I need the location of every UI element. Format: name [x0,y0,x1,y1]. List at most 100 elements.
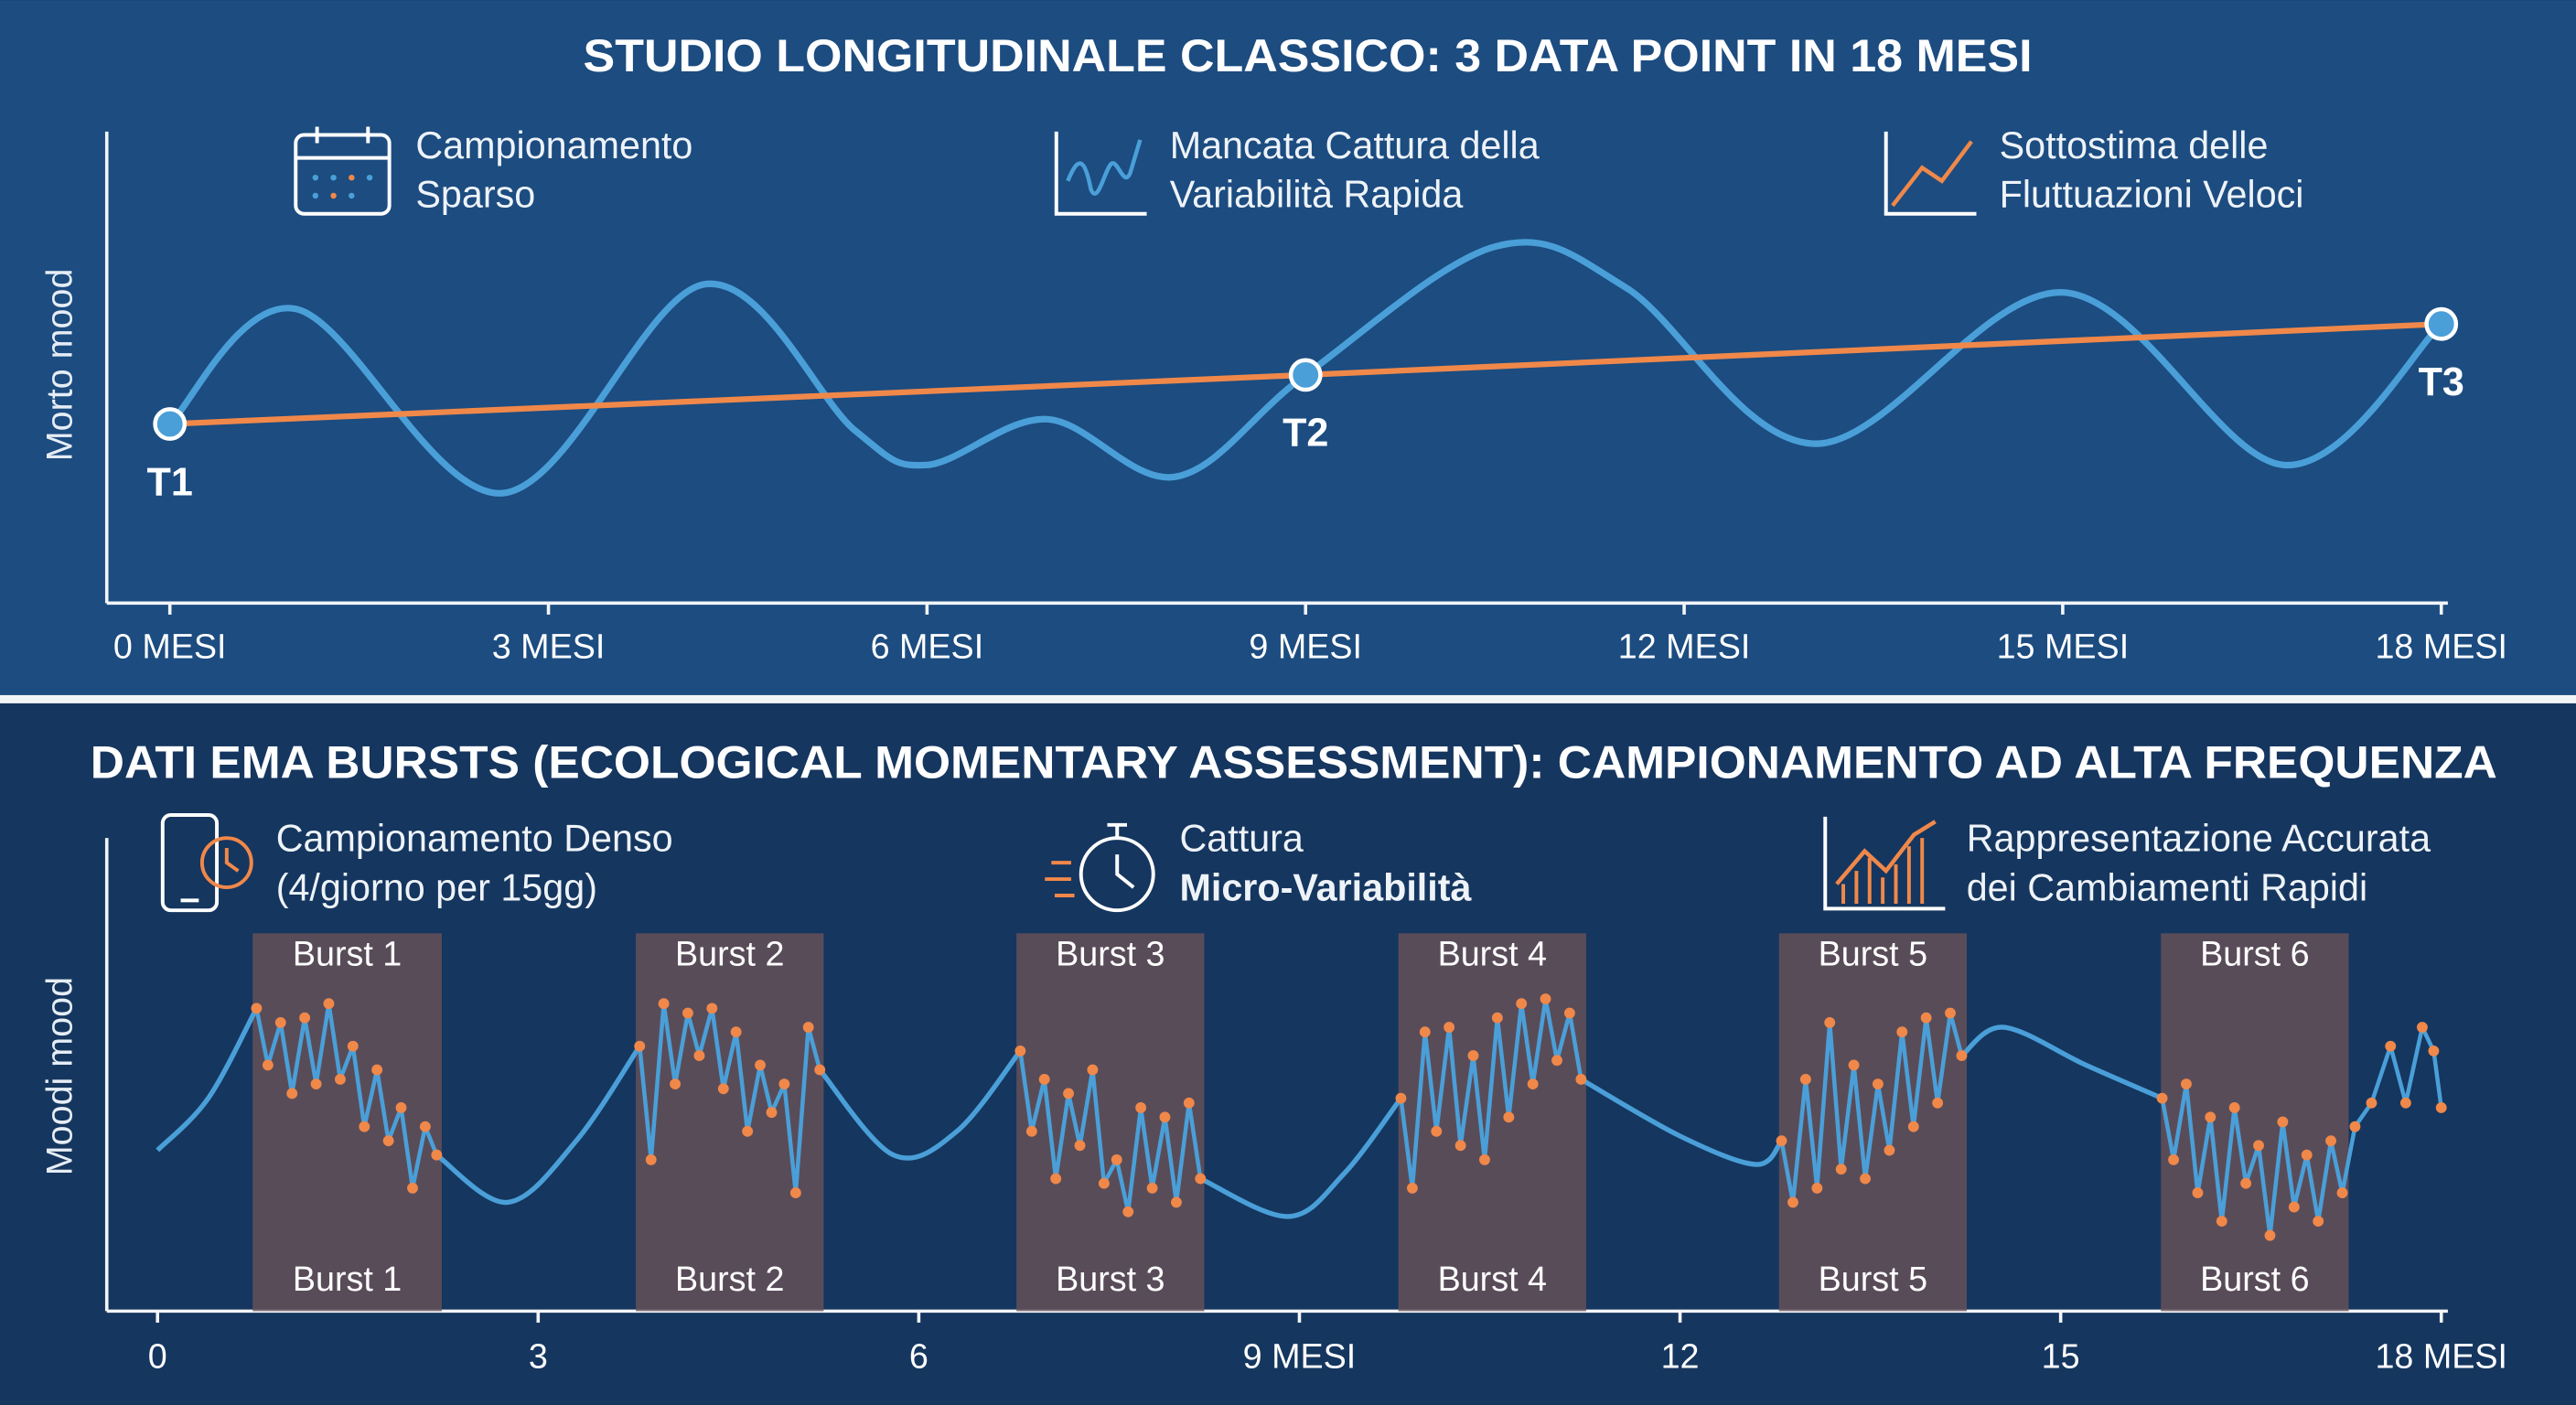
burst-line [1399,996,1583,1191]
sample-dot [1799,1074,1811,1085]
feature-text: Cattura [1179,818,1303,860]
sample-dot [706,1003,718,1014]
time-point-label: T2 [1283,412,1328,456]
sample-dot [1896,1026,1908,1038]
sample-dot [1540,993,1551,1004]
burst-line [1018,1050,1203,1215]
sample-dot [814,1064,826,1076]
chart-title: STUDIO LONGITUDINALE CLASSICO: 3 DATA PO… [584,29,2033,81]
sample-dot [2253,1140,2264,1152]
trend-curve [156,1007,259,1153]
burst-line [638,1001,822,1196]
sample-dot [2417,1022,2428,1033]
sample-dot [2156,1092,2168,1104]
sample-dot [1135,1102,1147,1113]
sample-dot [2435,1102,2447,1113]
sample-dot [1491,1012,1503,1024]
x-tick-label: 15 MESI [1997,627,2130,666]
sample-dot [286,1088,298,1099]
sample-dot [2228,1102,2240,1113]
sample-dot [1575,1074,1587,1085]
burst-label: Burst 6 [2200,934,2309,972]
x-tick-label: 6 [909,1336,928,1375]
sample-dot [658,998,670,1010]
sample-dot [778,1078,790,1090]
sample-dot [2288,1201,2300,1213]
sample-dot [1872,1078,1884,1090]
sample-dot [1551,1055,1562,1067]
sample-dot [431,1149,443,1161]
sample-dot [1848,1059,1860,1071]
sample-dot [2336,1187,2348,1199]
burst-label: Burst 4 [1438,1260,1547,1298]
burst-label: Burst 2 [675,934,784,972]
sample-dot [717,1083,729,1095]
y-axis-label: Morto mood [40,269,80,462]
sample-dot [1811,1182,1823,1194]
sample-dot [407,1182,418,1194]
sample-dot [1195,1173,1207,1185]
sample-dot [1171,1196,1182,1208]
sample-dot [2428,1045,2440,1056]
sample-dot [1527,1078,1539,1090]
x-tick-label: 9 MESI [1249,627,1362,666]
sample-dot [742,1125,754,1137]
chart-title: DATI EMA BURSTS (ECOLOGICAL MOMENTARY AS… [91,735,2497,788]
feature-text: dei Cambiamenti Rapidi [1967,867,2367,909]
sample-dot [1884,1144,1895,1156]
sample-dot [1183,1097,1195,1109]
sample-dot [1122,1206,1134,1217]
time-point-label: T3 [2419,360,2464,404]
sample-dot [1860,1173,1871,1185]
x-tick-label: 6 MESI [871,627,984,666]
x-tick-label: 12 MESI [1618,627,1751,666]
sample-dot [419,1121,431,1132]
x-tick-label: 12 [1661,1336,1700,1375]
burst-label: Burst 3 [1056,934,1165,972]
sample-dot [2216,1216,2227,1228]
feature-text: Campionamento Denso [276,818,673,860]
sample-dot [1050,1173,1062,1185]
sample-dot [347,1040,359,1052]
phone-icon [160,813,253,913]
sample-dot [1406,1182,1418,1194]
sample-dot [1956,1050,1968,1062]
sample-dot [1098,1177,1110,1189]
trend-curve [1959,1024,2163,1101]
sample-dot [789,1187,801,1199]
sample-dot [1467,1050,1479,1062]
sample-dot [1087,1064,1099,1076]
sample-dot [2385,1040,2397,1052]
sample-dot [2301,1149,2313,1161]
x-tick-label: 0 MESI [113,627,227,666]
x-tick-label: 18 MESI [2375,1336,2507,1375]
sample-dot [1431,1125,1443,1137]
sample-dot [1776,1135,1787,1147]
sample-dot [251,1003,263,1014]
sample-dot [730,1026,742,1038]
sample-dot [1111,1153,1122,1165]
sample-dot [1824,1016,1836,1028]
growth-icon [1823,816,1946,911]
burst-line [254,1001,439,1191]
sample-dot [382,1135,394,1147]
sample-dot [2349,1121,2361,1132]
feature-text: Campionamento [415,124,692,166]
sample-dot [1074,1140,1086,1152]
y-axis-label: Moodi mood [40,977,80,1175]
sample-dot [2192,1187,2204,1199]
trend-curve [818,1049,1023,1161]
sample-dot [1038,1074,1050,1085]
time-point [153,407,188,441]
sample-dot [310,1078,322,1090]
stopwatch-icon [1045,822,1155,913]
sample-dot [1025,1125,1037,1137]
sample-dot [1419,1026,1431,1038]
burst-band [1016,933,1205,1312]
feature-text: Micro-Variabilità [1179,867,1472,909]
sample-dot [1932,1097,1944,1109]
burst-label: Burst 2 [675,1260,784,1298]
sample-dot [2277,1116,2289,1128]
sample-dot [323,998,335,1010]
